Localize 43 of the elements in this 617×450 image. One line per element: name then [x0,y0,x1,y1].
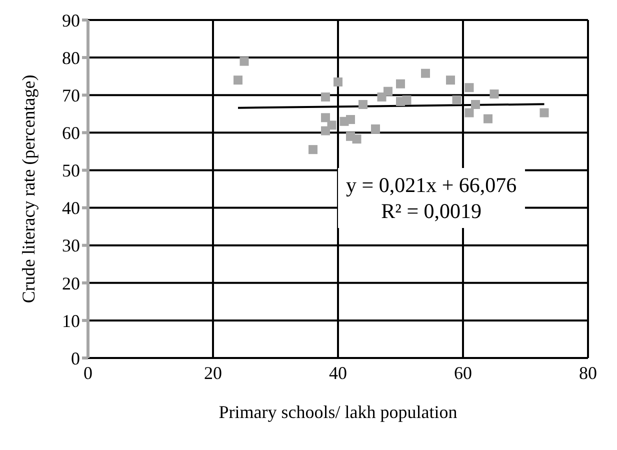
point [446,76,455,85]
y-tick-label: 60 [62,123,80,144]
point [540,108,549,118]
x-tick-label: 0 [84,362,92,383]
point [334,77,342,86]
point [321,126,330,136]
y-tick-label: 90 [62,10,80,30]
y-tick-label: 40 [62,198,80,218]
y-tick-label: 10 [62,310,80,331]
point [346,115,355,124]
point [234,76,242,85]
x-axis-title: Primary schools/ lakh population [218,402,458,422]
point [327,120,336,130]
point [421,68,430,78]
point [240,56,249,66]
point [490,89,499,98]
x-tick-label: 40 [329,362,347,383]
point [396,79,405,88]
point [321,113,330,122]
point [352,134,362,144]
x-tick-label: 80 [579,362,597,383]
point [371,124,380,134]
y-tick-label: 20 [62,273,80,294]
point [484,114,492,124]
point [452,95,462,104]
point [384,86,392,96]
x-tick-label: 20 [204,362,222,383]
point [358,100,368,109]
y-tick-label: 30 [62,236,80,256]
point [321,92,330,102]
y-tick-label: 50 [62,160,80,181]
y-tick-label: 0 [71,348,80,368]
point [308,145,318,154]
point [402,95,412,104]
point [471,100,480,109]
y-tick-label: 80 [62,48,80,68]
point [464,83,474,92]
point [464,108,474,118]
y-axis-title: Crude literacy rate (percentage) [18,74,38,304]
annotation: R² = 0,0019 [380,198,483,224]
y-tick-label: 70 [62,86,80,106]
annotation: y = 0,021x + 66,076 [346,172,517,198]
x-tick-label: 60 [454,362,472,383]
